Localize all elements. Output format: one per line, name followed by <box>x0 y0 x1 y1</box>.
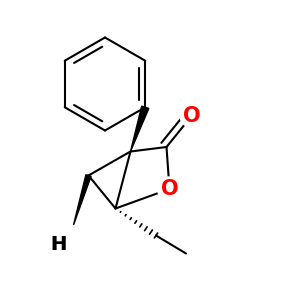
Polygon shape <box>130 106 149 152</box>
Circle shape <box>180 103 204 127</box>
Text: H: H <box>50 235 67 254</box>
Text: O: O <box>161 179 178 199</box>
Polygon shape <box>74 175 91 225</box>
Text: H: H <box>50 235 67 254</box>
Text: O: O <box>183 106 201 125</box>
Circle shape <box>47 233 70 256</box>
Circle shape <box>158 177 182 201</box>
